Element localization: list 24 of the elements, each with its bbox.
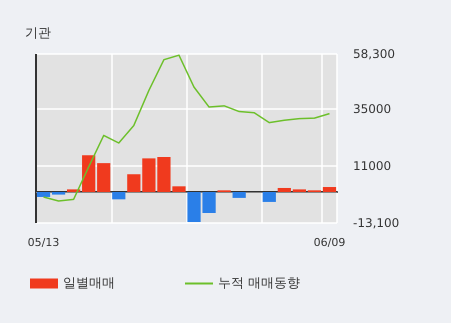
bar <box>142 158 156 192</box>
bar <box>112 192 126 200</box>
legend-label: 일별매매 <box>63 276 115 291</box>
bar <box>262 192 276 202</box>
y-tick-label: 35000 <box>353 102 392 116</box>
y-tick-label: -13,100 <box>353 216 400 230</box>
bar <box>232 192 246 198</box>
bar <box>157 156 171 192</box>
y-tick-label: 11000 <box>353 158 392 173</box>
bar <box>322 187 336 192</box>
bar <box>202 192 216 214</box>
bar <box>278 188 291 192</box>
chart-title: 기관 <box>25 26 51 41</box>
legend-label: 누적 매매동향 <box>218 276 300 291</box>
bar <box>172 186 186 192</box>
x-tick-label: 06/09 <box>314 236 346 249</box>
bar <box>187 192 201 222</box>
x-tick-label: 05/13 <box>28 236 60 249</box>
bar <box>292 189 306 192</box>
y-tick-label: 58,300 <box>353 47 395 61</box>
line-series <box>42 54 330 202</box>
bar <box>127 174 140 192</box>
bar <box>52 192 66 195</box>
bar <box>36 192 50 197</box>
